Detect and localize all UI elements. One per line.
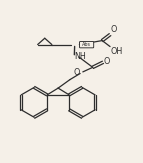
Text: O: O	[104, 58, 110, 67]
Text: Abs: Abs	[82, 42, 91, 47]
Text: O: O	[111, 25, 117, 34]
Text: OH: OH	[111, 47, 123, 56]
Text: NH: NH	[74, 52, 86, 61]
FancyBboxPatch shape	[80, 42, 94, 48]
Text: O: O	[74, 68, 80, 77]
